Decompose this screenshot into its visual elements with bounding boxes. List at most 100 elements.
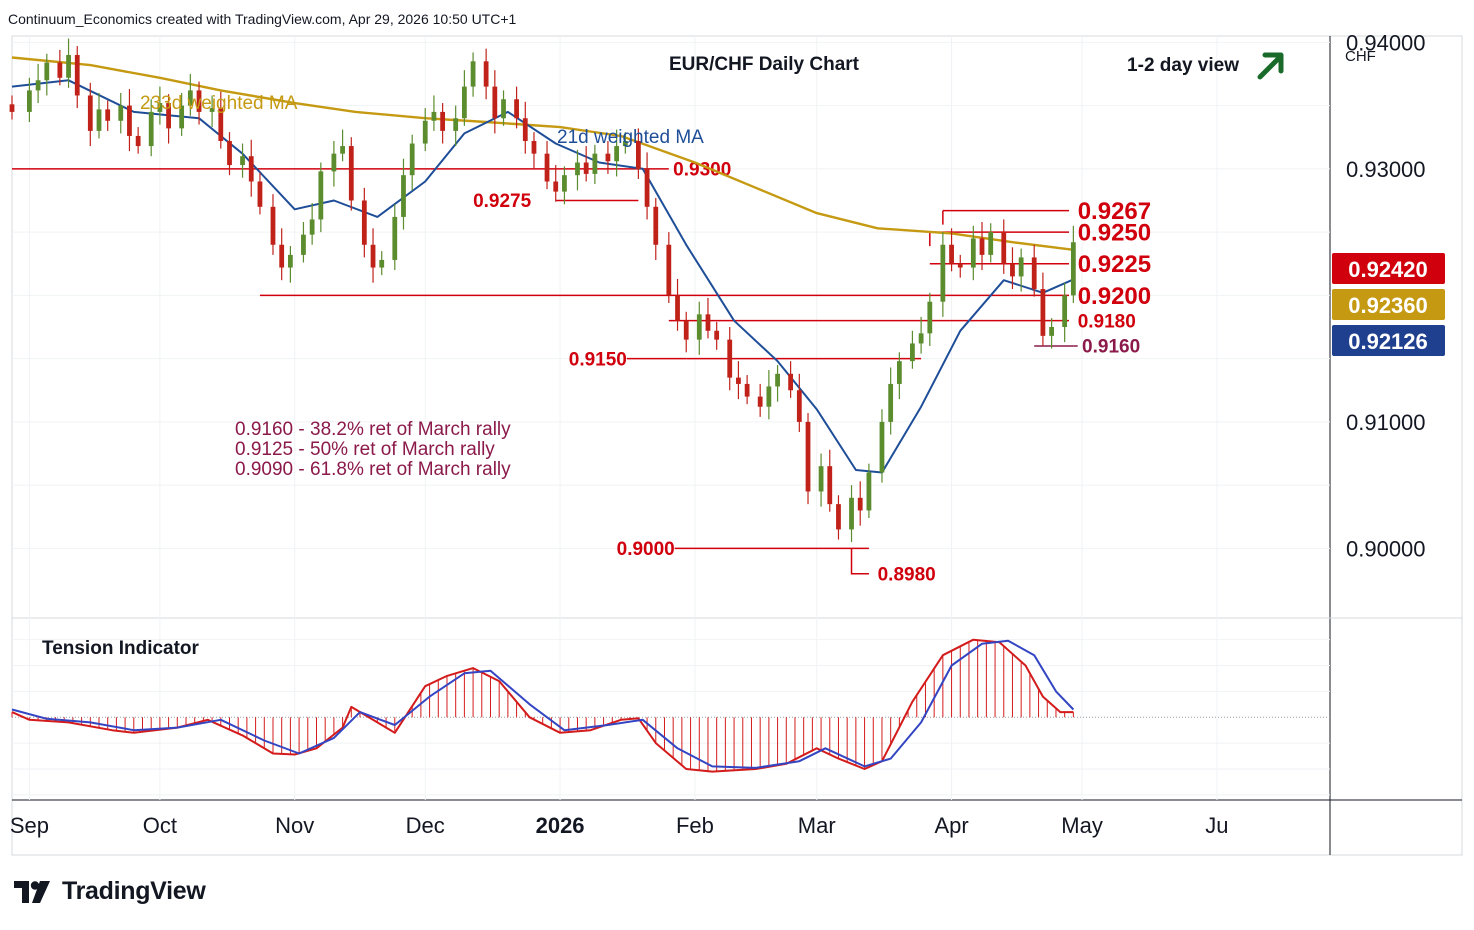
candle-body — [422, 120, 428, 144]
candle-body — [409, 143, 415, 176]
candle-body — [775, 373, 780, 387]
arrow-shaft — [1257, 54, 1283, 80]
candle-body — [361, 200, 367, 245]
tradingview-wordmark: TradingView — [62, 877, 206, 905]
candle-body — [766, 386, 772, 407]
chart-credit: Continuum_Economics created with Trading… — [8, 11, 517, 27]
level-label: 0.8980 — [878, 564, 936, 585]
candle-body — [340, 146, 345, 154]
candle-body — [788, 373, 794, 391]
candle-body — [575, 162, 580, 176]
candle-body — [605, 153, 611, 162]
candle-body — [309, 219, 315, 235]
candle-body — [949, 244, 954, 264]
candle-body — [827, 466, 833, 505]
chart-text: EUR/CHF Daily Chart 1-2 day view 233d weig… — [140, 52, 1284, 480]
level-connector — [850, 548, 869, 575]
candle-body — [135, 135, 141, 147]
retracement-note: 0.9090 - 61.8% ret of March rally — [235, 459, 511, 480]
level-label: 0.9200 — [1078, 283, 1151, 310]
candle-body — [522, 118, 528, 142]
candle-body — [544, 153, 550, 182]
tension-title: Tension Indicator — [42, 638, 200, 659]
candle-body — [1070, 242, 1076, 296]
candle-body — [127, 105, 132, 136]
candle-body — [1049, 327, 1055, 336]
candle-body — [988, 232, 994, 255]
moving-averages — [11, 56, 1074, 474]
candle-body — [910, 343, 915, 362]
y-tick-label: 0.93000 — [1346, 157, 1426, 182]
axes: 0.94000 0.93000 0.91000 0.90000 CHF Sep Oct Nov… — [10, 30, 1445, 838]
candle-body — [1010, 263, 1015, 277]
tradingview-brand[interactable]: TradingView — [14, 877, 206, 906]
candle-body — [431, 111, 437, 121]
candle-body — [553, 181, 559, 192]
candle-body — [562, 175, 567, 192]
candle-body — [744, 383, 750, 397]
x-tick-label: Feb — [676, 813, 714, 838]
level-lines: 0.93000.9275 0.92670.92500.92250.92000.91… — [12, 159, 1151, 585]
candles — [9, 38, 1076, 543]
candle-body — [531, 141, 537, 154]
candle-body — [1062, 295, 1068, 327]
tension-pane: Tension Indicator — [11, 638, 1330, 773]
candle-body — [736, 377, 741, 384]
y-tick-label: 0.90000 — [1346, 536, 1426, 561]
candle-body — [879, 421, 885, 473]
candle-body — [514, 99, 519, 119]
level-label: 0.9300 — [673, 159, 731, 180]
ma233-label: 233d weighted MA — [140, 93, 298, 114]
candle-body — [727, 339, 733, 378]
candle-body — [927, 301, 933, 334]
candle-body — [392, 216, 398, 260]
candle-body — [470, 61, 476, 87]
level-label: 0.9160 — [1082, 337, 1140, 358]
candle-body — [105, 109, 111, 121]
x-tick-label: Sep — [10, 813, 49, 838]
candle-body — [635, 141, 641, 169]
candle-body — [1001, 232, 1007, 264]
candle-body — [279, 244, 285, 268]
chart-title: EUR/CHF Daily Chart — [669, 54, 860, 75]
candle-body — [318, 171, 324, 220]
y-tick-label: 0.91000 — [1346, 410, 1426, 435]
retracement-note: 0.9160 - 38.2% ret of March rally — [235, 419, 511, 440]
candle-body — [614, 146, 620, 162]
candle-body — [96, 109, 102, 131]
level-label: 0.9267 — [1078, 198, 1151, 225]
candle-body — [461, 86, 467, 119]
y-unit-label: CHF — [1345, 48, 1376, 65]
candle-body — [849, 497, 854, 530]
candle-body — [440, 111, 446, 131]
candle-body — [888, 383, 894, 422]
candle-body — [331, 153, 337, 172]
level-label: 0.9275 — [473, 191, 532, 212]
candle-body — [453, 118, 459, 131]
candle-body — [148, 111, 154, 147]
x-tick-label: Apr — [934, 813, 968, 838]
candle-body — [74, 54, 80, 96]
candle-body — [196, 90, 202, 112]
x-tick-label: Dec — [406, 813, 445, 838]
candle-body — [66, 54, 71, 78]
x-tick-label: Mar — [798, 813, 836, 838]
x-tick-label: Oct — [143, 813, 177, 838]
candle-body — [401, 175, 406, 217]
ma233-line — [11, 56, 1074, 251]
candle-body — [644, 168, 650, 207]
retracement-note: 0.9125 - 50% ret of March rally — [235, 439, 495, 460]
candle-body — [805, 421, 811, 492]
candle-body — [1031, 257, 1037, 290]
candle-body — [501, 99, 506, 119]
candle-body — [27, 90, 32, 112]
tension-slow-line — [11, 639, 1075, 769]
candle-body — [270, 206, 276, 245]
price-badge-label: 0.92126 — [1348, 329, 1428, 354]
candle-body — [757, 396, 763, 407]
candle-body — [370, 244, 376, 268]
candle-body — [187, 90, 193, 106]
candle-body — [622, 141, 628, 147]
chart-frame — [11, 35, 1463, 856]
